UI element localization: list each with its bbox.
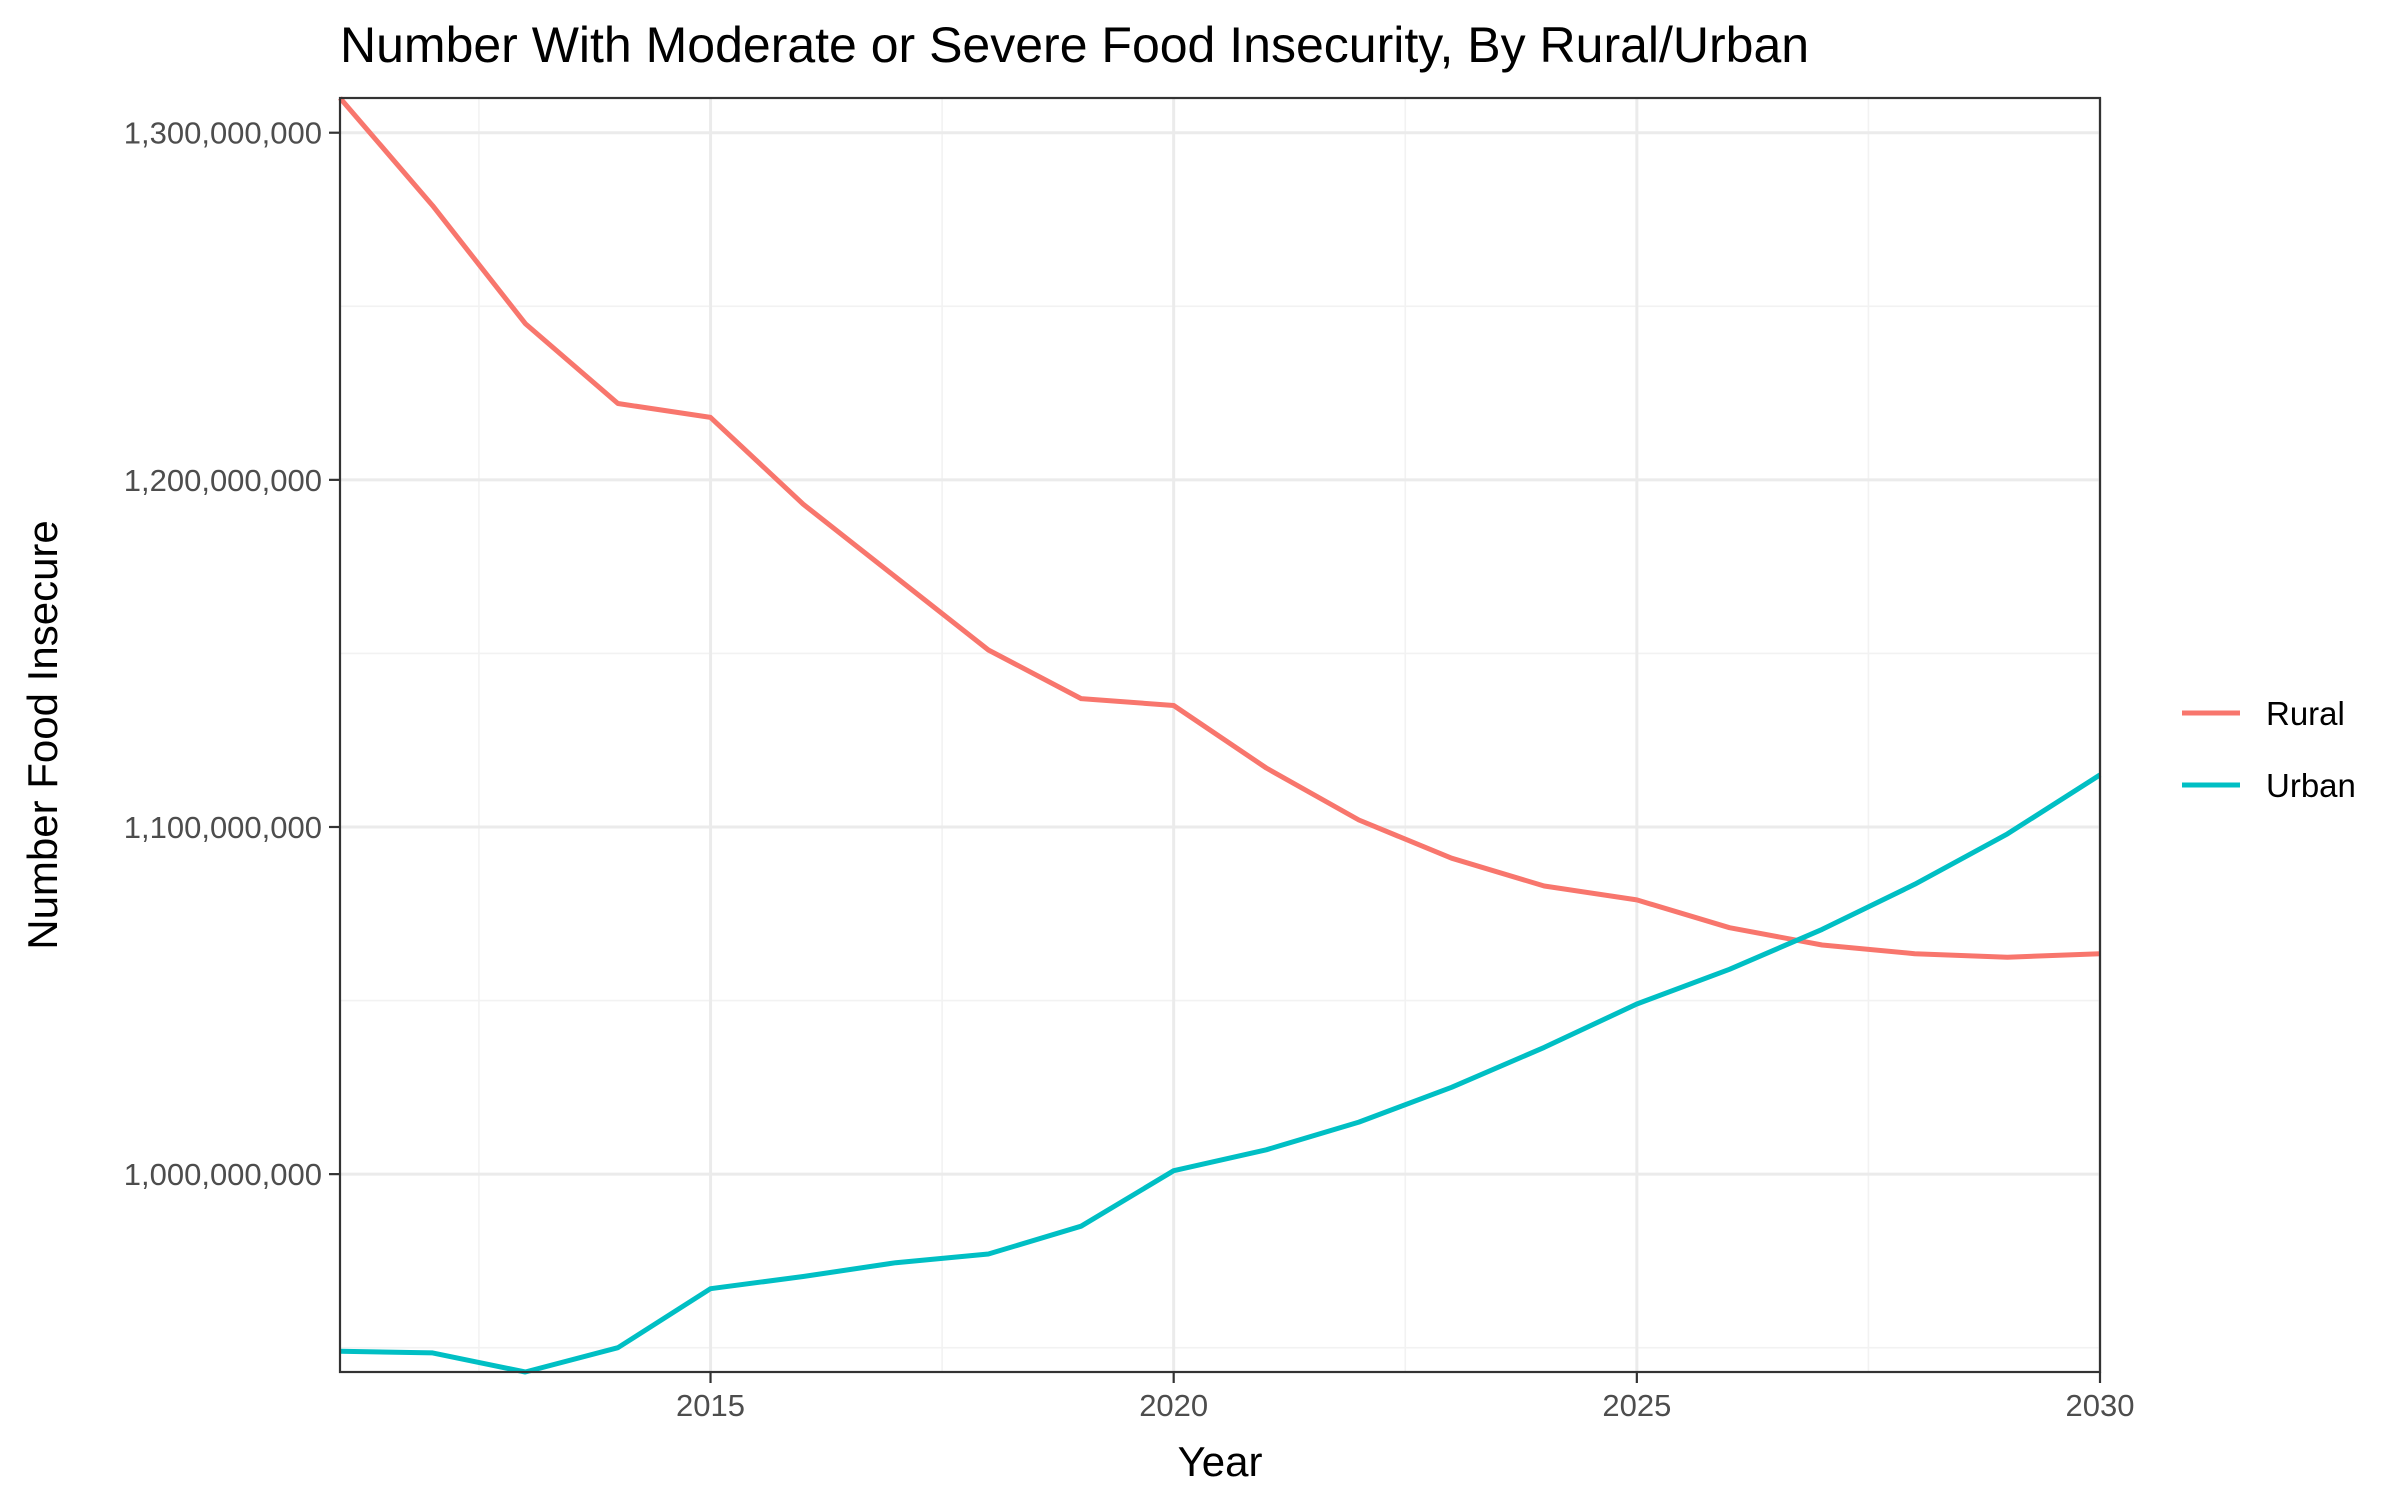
y-tick-label: 1,300,000,000 (124, 116, 322, 151)
axis-tick-labels: 2015 2020 2025 2030 1,000,000,000 1,100,000,0… (124, 116, 2135, 1423)
y-axis-title: Number Food Insecure (19, 520, 66, 950)
legend: Rural Urban (2182, 695, 2356, 804)
x-axis-title: Year (1178, 1438, 1263, 1485)
x-tick-label: 2025 (1602, 1388, 1671, 1423)
legend-label-urban: Urban (2266, 767, 2356, 804)
y-tick-label: 1,100,000,000 (124, 810, 322, 845)
x-tick-label: 2020 (1139, 1388, 1208, 1423)
series-line-urban (339, 772, 2102, 1375)
y-tick-label: 1,200,000,000 (124, 463, 322, 498)
series-line-rural (338, 96, 2101, 960)
y-tick-label: 1,000,000,000 (124, 1157, 322, 1192)
series-lines (338, 96, 2102, 1375)
legend-label-rural: Rural (2266, 695, 2345, 732)
x-tick-label: 2030 (2066, 1388, 2135, 1423)
axis-ticks (329, 131, 2102, 1383)
plot-panel-border (338, 96, 2102, 1374)
x-tick-label: 2015 (676, 1388, 745, 1423)
chart-title: Number With Moderate or Severe Food Inse… (340, 17, 1809, 73)
